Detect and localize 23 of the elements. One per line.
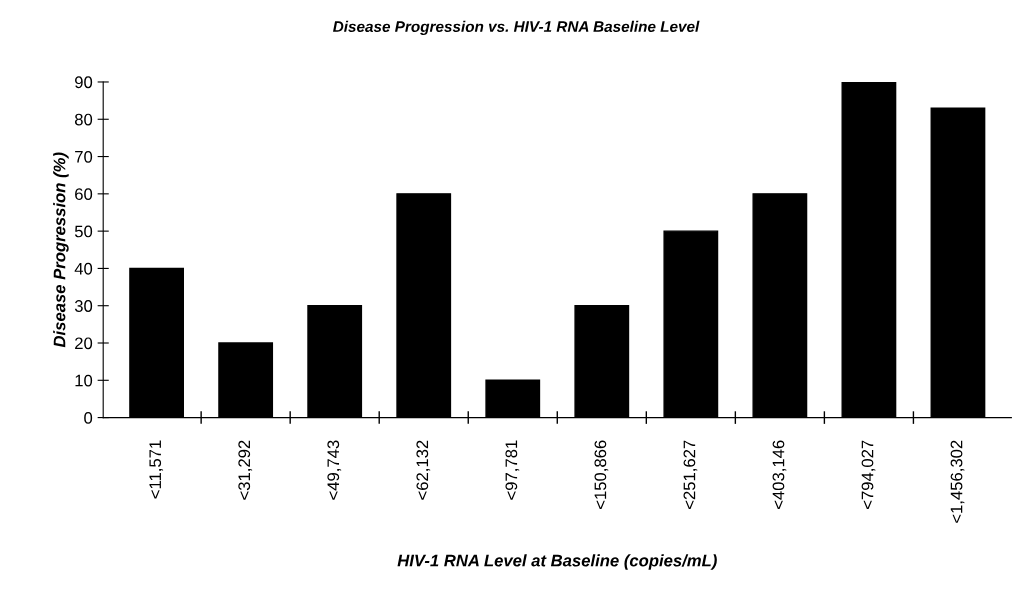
x-tick-label: <1,456,302 [950, 440, 965, 523]
y-tick-label: 90 [75, 76, 93, 89]
y-tick-label: 60 [75, 188, 93, 201]
x-tick-label: <251,627 [683, 440, 698, 509]
y-tick-label: 70 [75, 150, 93, 163]
x-tick-label: <62,132 [416, 440, 431, 500]
x-tick-label: <97,781 [505, 440, 520, 500]
x-tick-label: <11,571 [149, 440, 164, 499]
y-tick-label: 80 [74, 113, 93, 126]
y-tick-label: 10 [75, 374, 93, 387]
chart-title: Disease Progression vs. HIV-1 RNA Baseline Level [333, 20, 700, 36]
y-tick-label: 40 [74, 262, 93, 275]
y-tick-label: 0 [84, 411, 93, 424]
x-axis-title: HIV-1 RNA Level at Baseline (copies/mL) [397, 554, 717, 570]
y-tick-label: 50 [74, 225, 93, 238]
x-tick-label: <403,146 [772, 440, 787, 509]
y-axis-title: Disease Progression (%) [53, 152, 69, 348]
y-tick-label: 20 [75, 337, 93, 350]
x-tick-label: <31,292 [238, 440, 253, 500]
y-tick-label: 30 [74, 300, 93, 312]
x-tick-label: <150,866 [594, 440, 609, 509]
x-tick-label: <49,743 [327, 440, 342, 500]
x-tick-label: <794,027 [861, 440, 876, 509]
